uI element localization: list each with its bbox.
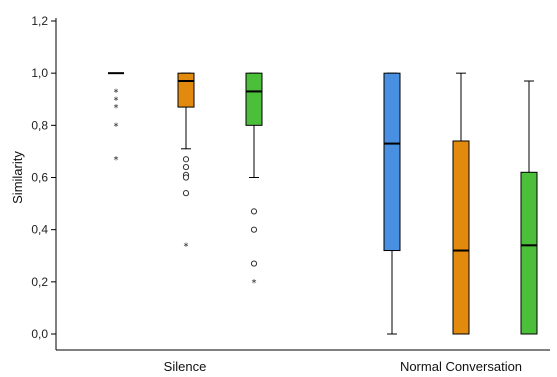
- y-tick-label: 1,0: [31, 66, 48, 80]
- box-silence-1: *****: [108, 72, 124, 166]
- y-tick-label: 0,6: [31, 171, 48, 185]
- y-axis-ticks: 0,0 0,2 0,4 0,6 0,8 1,0 1,2: [31, 14, 56, 341]
- box-normal-conversation-3: [520, 80, 538, 335]
- y-tick-label: 0,4: [31, 223, 48, 237]
- outlier-point: [182, 190, 190, 197]
- outlier-point: [250, 226, 258, 233]
- y-axis-title: Similarity: [10, 151, 25, 204]
- outlier-point: [182, 163, 190, 171]
- extreme-point: *: [114, 95, 119, 106]
- outlier-point: [182, 156, 190, 163]
- box-body: [452, 140, 470, 335]
- axes: [55, 18, 550, 351]
- extreme-point: *: [114, 155, 119, 166]
- x-axis-category-labels: Silence Normal Conversation: [164, 359, 522, 374]
- outlier-point: [250, 208, 258, 215]
- x-category-label: Normal Conversation: [400, 359, 522, 374]
- box-silence-2: *: [177, 72, 195, 252]
- y-tick-label: 0,8: [31, 118, 48, 132]
- box-body: [520, 171, 538, 335]
- extreme-point: *: [114, 121, 119, 132]
- box-body: [383, 72, 401, 252]
- extreme-point: *: [114, 103, 119, 114]
- outlier-point: [182, 174, 190, 181]
- box-series: *******: [108, 72, 538, 335]
- y-tick-label: 1,2: [31, 14, 48, 28]
- extreme-point: *: [184, 241, 189, 252]
- y-tick-label: 0,2: [31, 275, 48, 289]
- box-body: [177, 72, 195, 108]
- box-normal-conversation-1: [383, 72, 401, 335]
- extreme-point: *: [252, 278, 257, 289]
- box-body: [245, 72, 263, 126]
- extreme-point: *: [114, 87, 119, 98]
- outlier-point: [250, 260, 258, 267]
- x-category-label: Silence: [164, 359, 207, 374]
- box-silence-3: *: [245, 72, 263, 289]
- y-tick-label: 0,0: [31, 327, 48, 341]
- box-normal-conversation-2: [452, 72, 470, 335]
